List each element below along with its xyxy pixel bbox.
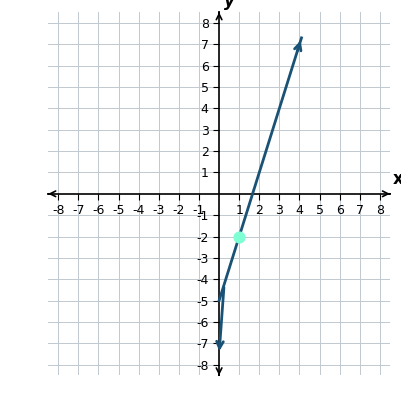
Text: x: x	[392, 171, 401, 188]
Text: y: y	[224, 0, 235, 10]
Point	[235, 233, 242, 240]
